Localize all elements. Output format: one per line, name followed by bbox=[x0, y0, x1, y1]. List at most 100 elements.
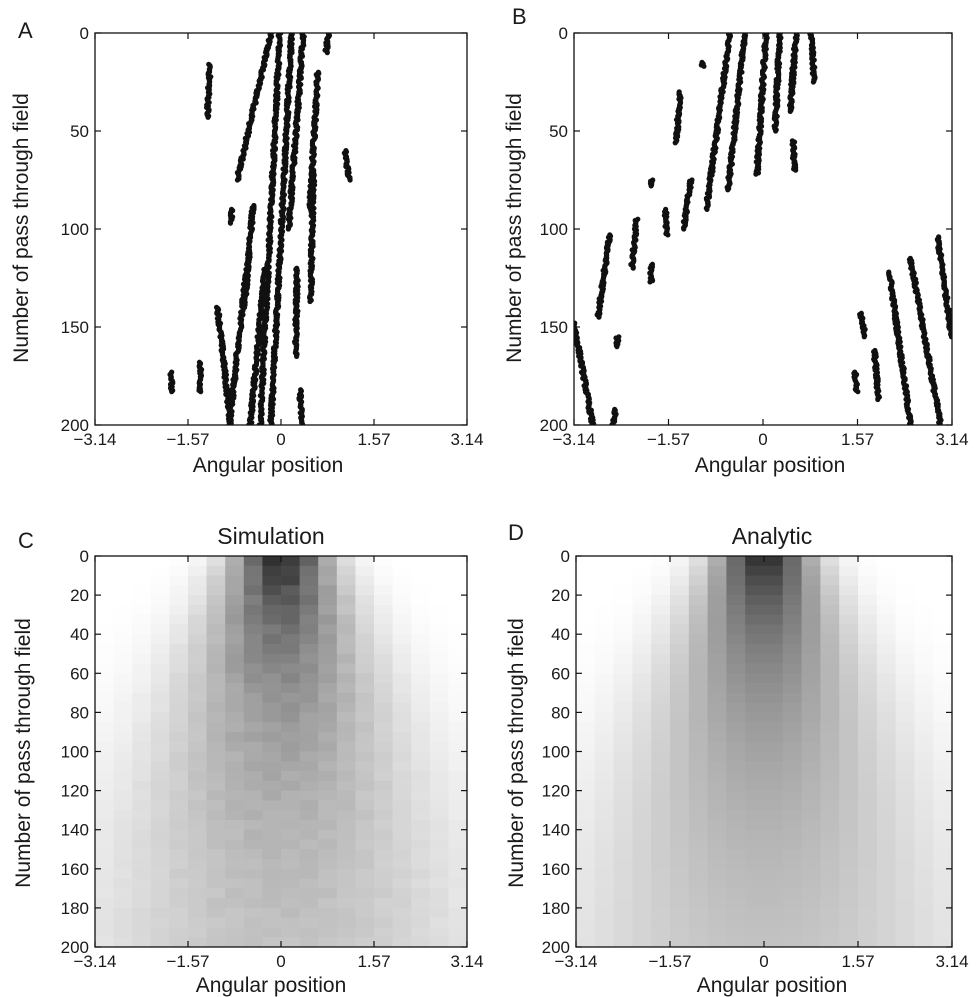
heatmap-cell bbox=[876, 829, 897, 841]
heatmap-cell bbox=[336, 575, 356, 586]
panel-b-spike-band bbox=[594, 232, 614, 320]
heatmap-cell bbox=[299, 810, 319, 821]
heatmap-cell bbox=[707, 585, 727, 596]
heatmap-cell bbox=[745, 712, 765, 723]
heatmap-cell bbox=[281, 859, 301, 870]
heatmap-cell bbox=[651, 907, 671, 919]
heatmap-cell bbox=[448, 849, 467, 860]
heatmap-cell bbox=[95, 595, 115, 606]
heatmap-cell bbox=[632, 761, 652, 772]
heatmap-cell bbox=[411, 585, 431, 596]
heatmap-cell bbox=[374, 800, 394, 811]
heatmap-cell bbox=[132, 790, 152, 801]
heatmap-cell bbox=[782, 643, 803, 655]
heatmap-cell bbox=[95, 868, 115, 880]
heatmap-cell bbox=[707, 780, 727, 792]
heatmap-cell bbox=[95, 819, 115, 831]
heatmap-cell bbox=[858, 565, 878, 577]
y-tick-label: 50 bbox=[549, 122, 568, 141]
heatmap-cell bbox=[448, 673, 467, 684]
heatmap-cell bbox=[745, 585, 765, 596]
heatmap-cell bbox=[764, 927, 784, 938]
heatmap-cell bbox=[225, 937, 245, 947]
heatmap-cell bbox=[576, 643, 596, 655]
heatmap-cell bbox=[448, 780, 467, 792]
heatmap-cell bbox=[839, 692, 859, 704]
heatmap-cell bbox=[336, 673, 356, 684]
heatmap-cell bbox=[594, 800, 615, 811]
heatmap-cell bbox=[299, 653, 319, 665]
heatmap-cell bbox=[801, 751, 821, 762]
heatmap-cell bbox=[914, 683, 934, 694]
heatmap-cell bbox=[113, 771, 133, 782]
heatmap-cell bbox=[299, 722, 319, 733]
heatmap-cell bbox=[670, 898, 690, 909]
heatmap-cell bbox=[839, 878, 859, 889]
heatmap-cell bbox=[876, 927, 897, 938]
heatmap-cell bbox=[895, 712, 915, 723]
heatmap-cell bbox=[225, 859, 245, 870]
heatmap-cell bbox=[707, 614, 727, 626]
heatmap-cell bbox=[243, 575, 263, 586]
heatmap-cell bbox=[281, 702, 301, 713]
heatmap-cell bbox=[132, 761, 152, 772]
heatmap-cell bbox=[132, 907, 152, 919]
heatmap-cell bbox=[933, 829, 952, 841]
heatmap-cell bbox=[858, 907, 878, 919]
heatmap-cell bbox=[113, 692, 133, 704]
heatmap-cell bbox=[206, 751, 226, 762]
heatmap-cell bbox=[318, 859, 338, 870]
heatmap-cell bbox=[132, 888, 152, 899]
heatmap-cell bbox=[670, 624, 690, 635]
heatmap-cell bbox=[839, 673, 859, 684]
heatmap-cell bbox=[225, 634, 245, 645]
heatmap-cell bbox=[576, 907, 596, 919]
heatmap-cell bbox=[318, 722, 338, 733]
heatmap-cell bbox=[206, 565, 226, 577]
x-tick-label: 1.57 bbox=[357, 952, 390, 971]
heatmap-cell bbox=[299, 790, 319, 801]
heatmap-cell bbox=[801, 878, 821, 889]
heatmap-cell bbox=[392, 634, 412, 645]
heatmap-cell bbox=[355, 839, 375, 850]
heatmap-cell bbox=[281, 614, 301, 626]
heatmap-cell bbox=[745, 643, 765, 655]
heatmap-cell bbox=[188, 937, 208, 947]
heatmap-cell bbox=[576, 731, 596, 743]
heatmap-cell bbox=[764, 653, 784, 665]
heatmap-cell bbox=[688, 751, 709, 762]
heatmap-cell bbox=[132, 829, 152, 841]
heatmap-cell bbox=[670, 565, 690, 577]
heatmap-cell bbox=[113, 556, 133, 567]
heatmap-cell bbox=[262, 868, 282, 880]
heatmap-cell bbox=[411, 819, 431, 831]
heatmap-cell bbox=[95, 575, 115, 586]
heatmap-cell bbox=[782, 741, 803, 753]
x-tick-label: −3.14 bbox=[73, 430, 116, 449]
heatmap-cell bbox=[336, 898, 356, 909]
heatmap-cell bbox=[651, 673, 671, 684]
heatmap-cell bbox=[374, 829, 394, 841]
heatmap-cell bbox=[113, 839, 133, 850]
heatmap-cell bbox=[594, 810, 615, 821]
heatmap-cell bbox=[150, 643, 170, 655]
spike-point bbox=[630, 265, 636, 271]
heatmap-cell bbox=[262, 595, 282, 606]
heatmap-cell bbox=[613, 595, 633, 606]
heatmap-cell bbox=[895, 859, 915, 870]
heatmap-cell bbox=[594, 663, 615, 674]
heatmap-cell bbox=[355, 702, 375, 713]
heatmap-cell bbox=[281, 663, 301, 674]
heatmap-cell bbox=[318, 771, 338, 782]
heatmap-cell bbox=[113, 575, 133, 586]
heatmap-cell bbox=[262, 643, 282, 655]
y-tick-label: 60 bbox=[70, 664, 89, 683]
heatmap-cell bbox=[374, 810, 394, 821]
heatmap-cell bbox=[188, 849, 208, 860]
heatmap-cell bbox=[895, 663, 915, 674]
heatmap-cell bbox=[95, 761, 115, 772]
heatmap-cell bbox=[169, 731, 189, 743]
heatmap-cell bbox=[688, 702, 709, 713]
panel-c-marks bbox=[95, 556, 467, 947]
